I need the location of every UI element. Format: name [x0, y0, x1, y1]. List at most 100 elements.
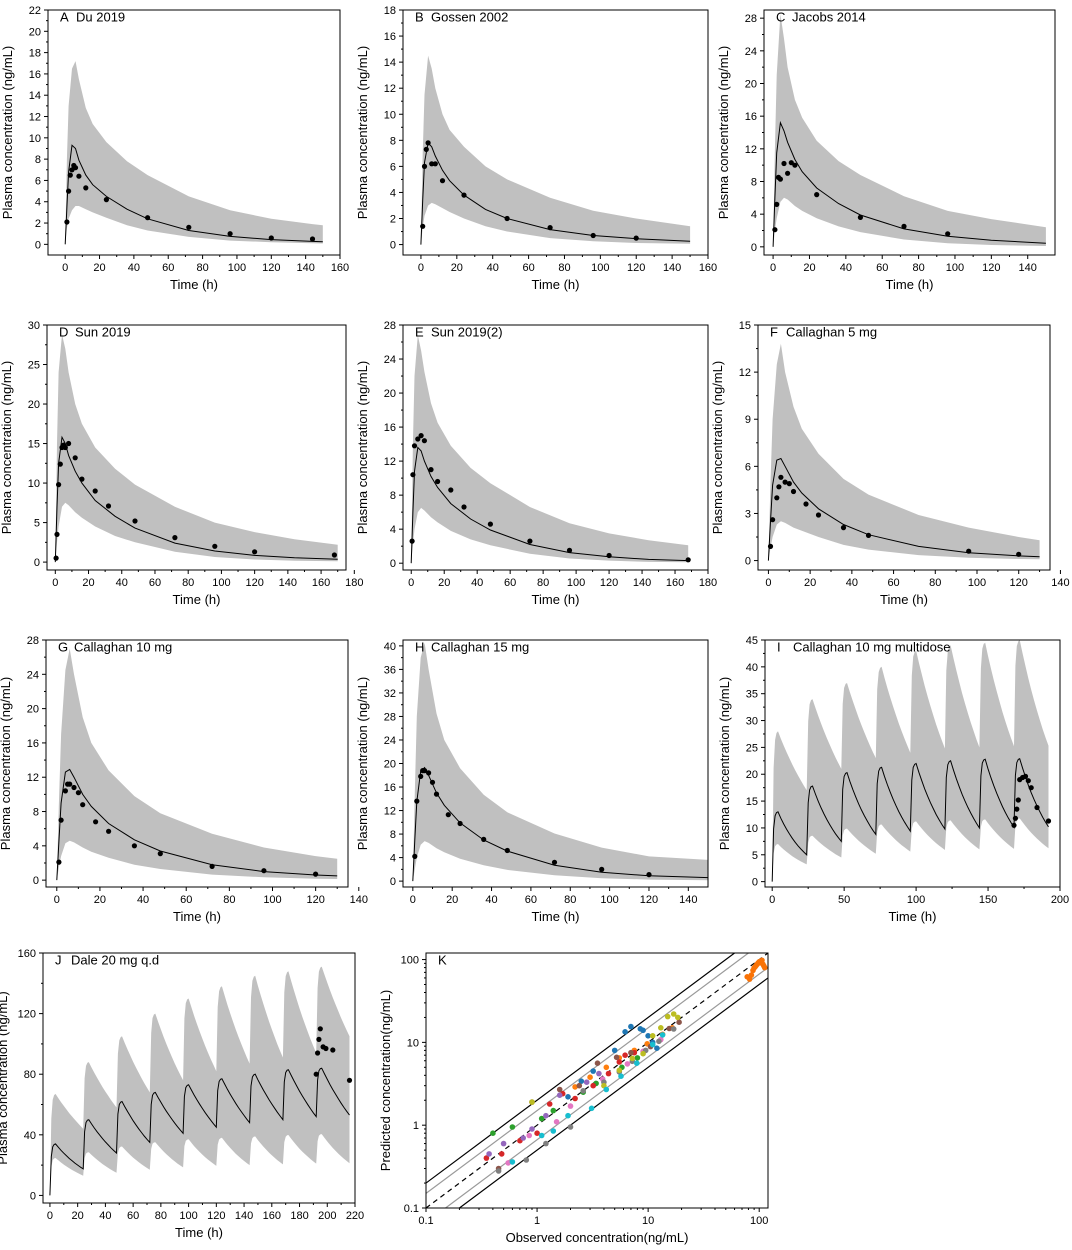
- observed-point: [422, 768, 428, 774]
- scatter-point: [590, 1082, 596, 1089]
- y-tick-label: 9: [745, 414, 751, 426]
- prediction-interval-band: [768, 343, 1040, 561]
- y-tick-label: 25: [746, 742, 758, 754]
- y-tick-label: 0: [30, 1190, 36, 1202]
- observed-point: [412, 853, 418, 860]
- x-tick-label: 0: [52, 577, 58, 589]
- y-tick-label: 2: [390, 214, 396, 226]
- panel-letter: H: [415, 640, 424, 655]
- x-tick-label: 0: [410, 894, 416, 906]
- y-tick-label: 0: [390, 558, 396, 570]
- y-tick-label: 16: [27, 738, 39, 750]
- y-tick-label: 16: [384, 782, 396, 794]
- y-tick-label: 0: [745, 556, 751, 568]
- y-tick-label: 15: [28, 439, 40, 451]
- observed-point: [792, 162, 798, 168]
- scatter-point: [543, 1112, 549, 1119]
- x-tick-label: 0: [418, 262, 424, 274]
- median-line: [64, 144, 323, 245]
- x-tick-label: 60: [504, 577, 516, 589]
- x-tick-label: 100: [567, 577, 585, 589]
- y-tick-label: 20: [27, 704, 39, 716]
- x-tick-label: 0: [62, 262, 68, 274]
- x-tick-label: 180: [345, 577, 363, 589]
- observed-point: [252, 549, 258, 555]
- x-tick-label: 100: [968, 577, 986, 589]
- observed-point: [418, 773, 424, 780]
- panel-g: 0 20 40 60 80 100 120 140 0 4 8 12 16 20 24 28 Time (h) P…: [0, 635, 368, 924]
- y-tick-label: 4: [751, 209, 757, 221]
- panel-letter: B: [415, 10, 424, 25]
- x-tick-label: 60: [522, 262, 534, 274]
- scatter-point: [553, 1119, 560, 1125]
- y-tick-label: 16: [29, 69, 41, 81]
- x-tick-label: 40: [487, 262, 499, 274]
- x-tick-label: 10: [642, 1215, 654, 1227]
- x-axis-label: Time (h): [173, 592, 221, 607]
- observed-point: [945, 231, 951, 237]
- observed-point: [426, 770, 432, 776]
- panel-a: 0 20 40 60 80 100 120 140 160 0 2 4 6 8 10 12 14 16 18 20 22…: [0, 5, 349, 292]
- x-axis-label: Time (h): [532, 277, 580, 292]
- plot-area: [771, 640, 1049, 882]
- observed-point: [313, 1071, 319, 1077]
- scatter-point: [622, 1029, 628, 1035]
- prediction-interval-band: [55, 334, 338, 563]
- panel-title: Sun 2019: [75, 325, 131, 340]
- scatter-point: [605, 1070, 612, 1077]
- observed-point: [815, 512, 822, 518]
- axes-frame: [47, 9, 341, 256]
- axes-frame: [402, 9, 709, 256]
- y-tick-label: 24: [27, 669, 39, 681]
- scatter-point: [656, 1038, 662, 1045]
- panel-letter: C: [776, 10, 785, 25]
- y-axis-label: Plasma concentration (ng/mL): [710, 361, 725, 534]
- scatter-point: [498, 1151, 505, 1157]
- y-tick-label: 22: [29, 5, 41, 17]
- scatter-point: [520, 1135, 526, 1141]
- y-tick-label: 12: [384, 83, 396, 95]
- panel-title: Du 2019: [76, 10, 125, 25]
- observed-point: [316, 1036, 322, 1042]
- y-axis-label: Plasma concentration (ng/mL): [0, 991, 10, 1164]
- y-tick-label: 8: [33, 807, 39, 819]
- prediction-interval-band: [65, 61, 323, 245]
- observed-point: [212, 543, 218, 549]
- observed-point: [1011, 822, 1017, 828]
- scatter-point: [538, 1132, 545, 1139]
- scatter-point: [622, 1052, 628, 1058]
- y-tick-label: 6: [35, 175, 41, 187]
- median-line: [56, 768, 338, 881]
- plot-area: [49, 966, 350, 1196]
- scatter-point: [565, 1112, 571, 1119]
- y-axis-label: Predicted concentration(ng/mL): [378, 990, 393, 1171]
- observed-point: [420, 223, 426, 229]
- y-tick-label: 24: [384, 735, 396, 747]
- observed-point: [64, 219, 70, 225]
- scatter-point: [567, 1103, 574, 1109]
- observed-point: [633, 235, 639, 241]
- x-tick-label: 40: [99, 1210, 111, 1222]
- scatter-point: [640, 1027, 646, 1034]
- median-line: [412, 766, 708, 882]
- x-tick-label: 20: [451, 262, 463, 274]
- x-axis-label: Time (h): [886, 277, 934, 292]
- y-tick-label: 12: [29, 112, 41, 124]
- plot-area: [426, 953, 768, 1208]
- observed-point: [448, 487, 454, 493]
- scatter-point: [603, 1086, 610, 1093]
- panel-letter: A: [60, 10, 69, 25]
- scatter-point: [565, 1094, 571, 1100]
- x-tick-label: 120: [640, 894, 658, 906]
- observed-point: [439, 178, 446, 184]
- y-tick-label: 5: [752, 850, 758, 862]
- y-axis-label: Plasma concentration (ng/mL): [355, 361, 370, 534]
- panel-title: Callaghan 10 mg multidose: [793, 640, 951, 655]
- x-tick-label: 1: [534, 1215, 540, 1227]
- x-tick-label: 20: [804, 577, 816, 589]
- observed-point: [445, 812, 451, 818]
- plot-area: [56, 648, 338, 881]
- observed-point: [432, 161, 438, 167]
- y-tick-label: 6: [390, 161, 396, 173]
- y-tick-label: 12: [739, 367, 751, 379]
